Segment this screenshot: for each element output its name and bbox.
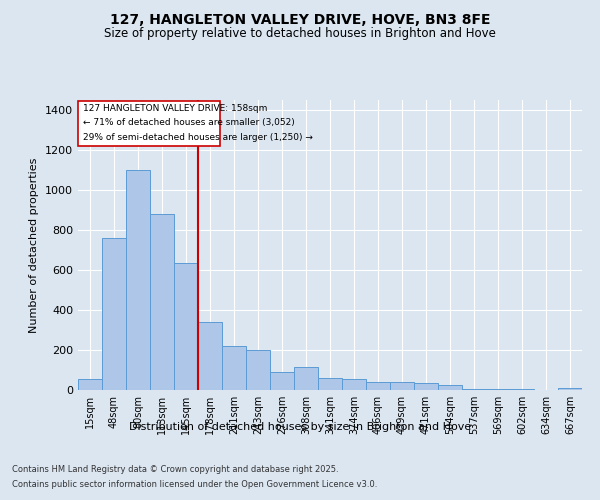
Bar	[102, 238, 126, 390]
Text: 29% of semi-detached houses are larger (1,250) →: 29% of semi-detached houses are larger (…	[83, 134, 313, 142]
Bar	[390, 382, 414, 390]
Bar	[222, 346, 246, 390]
Bar	[558, 388, 582, 390]
Text: ← 71% of detached houses are smaller (3,052): ← 71% of detached houses are smaller (3,…	[83, 118, 295, 126]
Bar	[294, 367, 318, 390]
Y-axis label: Number of detached properties: Number of detached properties	[29, 158, 40, 332]
Bar	[78, 379, 102, 390]
Bar	[246, 350, 270, 390]
Bar	[366, 382, 390, 390]
Bar	[198, 322, 222, 390]
Bar	[174, 263, 198, 390]
Text: 127, HANGLETON VALLEY DRIVE, HOVE, BN3 8FE: 127, HANGLETON VALLEY DRIVE, HOVE, BN3 8…	[110, 12, 490, 26]
Text: Contains public sector information licensed under the Open Government Licence v3: Contains public sector information licen…	[12, 480, 377, 489]
Bar	[270, 372, 294, 390]
Text: Size of property relative to detached houses in Brighton and Hove: Size of property relative to detached ho…	[104, 28, 496, 40]
Text: Distribution of detached houses by size in Brighton and Hove: Distribution of detached houses by size …	[129, 422, 471, 432]
Bar	[414, 383, 438, 390]
Bar	[438, 385, 462, 390]
Bar	[318, 378, 342, 390]
Bar	[486, 389, 510, 390]
Bar	[462, 389, 486, 390]
Bar	[342, 379, 366, 390]
Text: Contains HM Land Registry data © Crown copyright and database right 2025.: Contains HM Land Registry data © Crown c…	[12, 465, 338, 474]
Text: 127 HANGLETON VALLEY DRIVE: 158sqm: 127 HANGLETON VALLEY DRIVE: 158sqm	[83, 104, 268, 113]
FancyBboxPatch shape	[78, 101, 220, 146]
Bar	[126, 170, 150, 390]
Bar	[150, 214, 174, 390]
Bar	[510, 389, 534, 390]
